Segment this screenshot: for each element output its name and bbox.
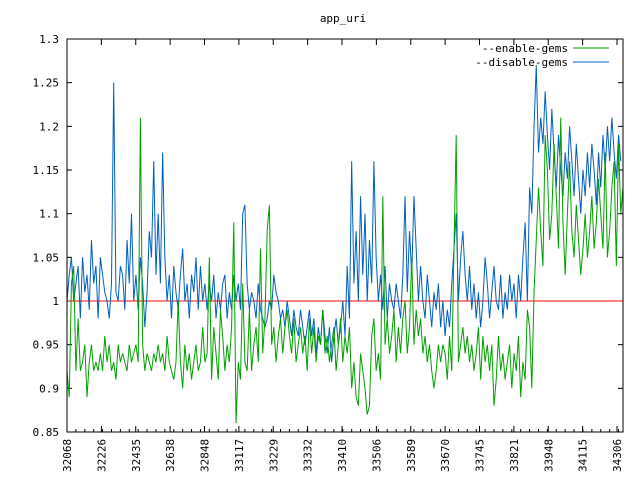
x-tick-label: 33506 xyxy=(370,439,383,472)
y-tick-label: 1.25 xyxy=(33,77,60,90)
series-layer xyxy=(66,65,624,424)
x-tick-label: 33670 xyxy=(439,439,452,472)
series-line-0 xyxy=(66,117,624,424)
y-axis: 0.85 0.9 0.95 1 1.05 1.1 1.15 1.2 1.25 1.3 xyxy=(33,33,623,439)
x-tick-label: 32638 xyxy=(164,439,177,472)
y-tick-label: 1.05 xyxy=(33,251,60,264)
chart-title: app_uri xyxy=(320,12,366,25)
y-tick-label: 1.3 xyxy=(39,33,59,46)
x-tick-label: 33410 xyxy=(336,439,349,472)
x-axis: 32068 32226 32435 32638 32848 33117 33229 33332… xyxy=(61,39,624,472)
y-tick-label: 0.85 xyxy=(33,426,60,439)
x-tick-label: 33948 xyxy=(542,439,555,472)
x-tick-label: 33117 xyxy=(233,439,246,472)
x-tick-label: 34115 xyxy=(577,439,590,472)
x-tick-label: 32435 xyxy=(130,439,143,472)
x-tick-label: 33821 xyxy=(508,439,521,472)
x-tick-label: 32226 xyxy=(95,439,108,472)
y-tick-label: 0.9 xyxy=(39,382,59,395)
y-tick-label: 1 xyxy=(52,295,59,308)
x-tick-label: 33229 xyxy=(267,439,280,472)
y-tick-label: 1.2 xyxy=(39,120,59,133)
x-tick-label: 33332 xyxy=(302,439,315,472)
y-tick-label: 1.15 xyxy=(33,164,60,177)
legend-label: --disable-gems xyxy=(475,56,568,69)
legend-label: --enable-gems xyxy=(482,42,568,55)
x-tick-label: 33745 xyxy=(474,439,487,472)
y-tick-label: 0.95 xyxy=(33,339,60,352)
y-tick-label: 1.1 xyxy=(39,208,59,221)
x-tick-label: 33589 xyxy=(405,439,418,472)
plot-frame xyxy=(66,38,624,433)
x-tick-label: 34306 xyxy=(611,439,624,472)
series-line-1 xyxy=(66,65,622,363)
x-tick-label: 32848 xyxy=(199,439,212,472)
legend: --enable-gems--disable-gems xyxy=(475,42,609,69)
x-tick-label: 32068 xyxy=(61,439,74,472)
